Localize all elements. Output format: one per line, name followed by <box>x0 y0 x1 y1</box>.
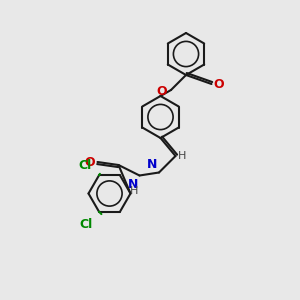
Text: H: H <box>130 186 138 196</box>
Text: Cl: Cl <box>78 159 92 172</box>
Text: O: O <box>157 85 167 98</box>
Text: N: N <box>128 178 138 191</box>
Text: Cl: Cl <box>80 218 93 231</box>
Text: O: O <box>85 155 95 169</box>
Text: H: H <box>178 151 186 161</box>
Text: N: N <box>147 158 158 171</box>
Text: O: O <box>213 77 224 91</box>
